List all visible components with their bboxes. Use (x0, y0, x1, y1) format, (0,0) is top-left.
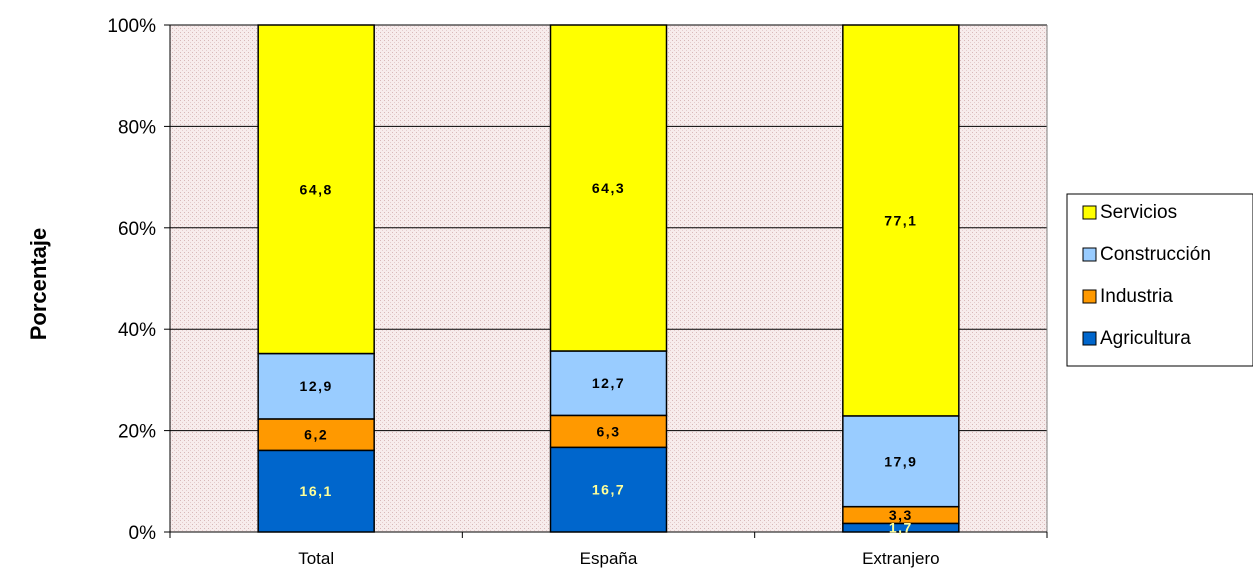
legend-swatch (1083, 248, 1096, 261)
y-tick-label: 100% (107, 16, 156, 37)
category-label: Extranjero (862, 549, 939, 568)
category-label: España (580, 549, 638, 568)
legend-label: Agricultura (1100, 328, 1191, 349)
data-label: 3,3 (889, 507, 913, 523)
legend-swatch (1083, 290, 1096, 303)
category-labels: Total España Extranjero (298, 549, 939, 568)
category-label: Total (298, 549, 334, 568)
legend-label: Construcción (1100, 244, 1211, 265)
legend-label: Industria (1100, 286, 1173, 307)
tick-labels: 0% 20% 40% 60% 80% 100% (107, 16, 170, 544)
data-label: 6,2 (304, 427, 328, 443)
y-tick-label: 0% (129, 523, 157, 544)
data-label: 16,1 (300, 483, 333, 499)
legend: Servicios Construcción Industria Agricultur… (1067, 194, 1253, 366)
bars (258, 25, 959, 532)
data-label: 6,3 (597, 423, 621, 439)
data-label: 16,7 (592, 482, 625, 498)
data-label: 64,8 (300, 181, 333, 197)
data-label: 12,9 (300, 378, 333, 394)
legend-swatch (1083, 332, 1096, 345)
data-label: 77,1 (884, 212, 917, 228)
y-tick-label: 40% (118, 320, 156, 341)
legend-label: Servicios (1100, 202, 1177, 223)
y-tick-label: 80% (118, 117, 156, 138)
data-label: 64,3 (592, 180, 625, 196)
data-label: 12,7 (592, 375, 625, 391)
y-tick-label: 60% (118, 219, 156, 240)
legend-swatch (1083, 206, 1096, 219)
data-label: 17,9 (884, 453, 917, 469)
y-tick-label: 20% (118, 422, 156, 443)
y-axis-title: Porcentaje (26, 228, 51, 341)
